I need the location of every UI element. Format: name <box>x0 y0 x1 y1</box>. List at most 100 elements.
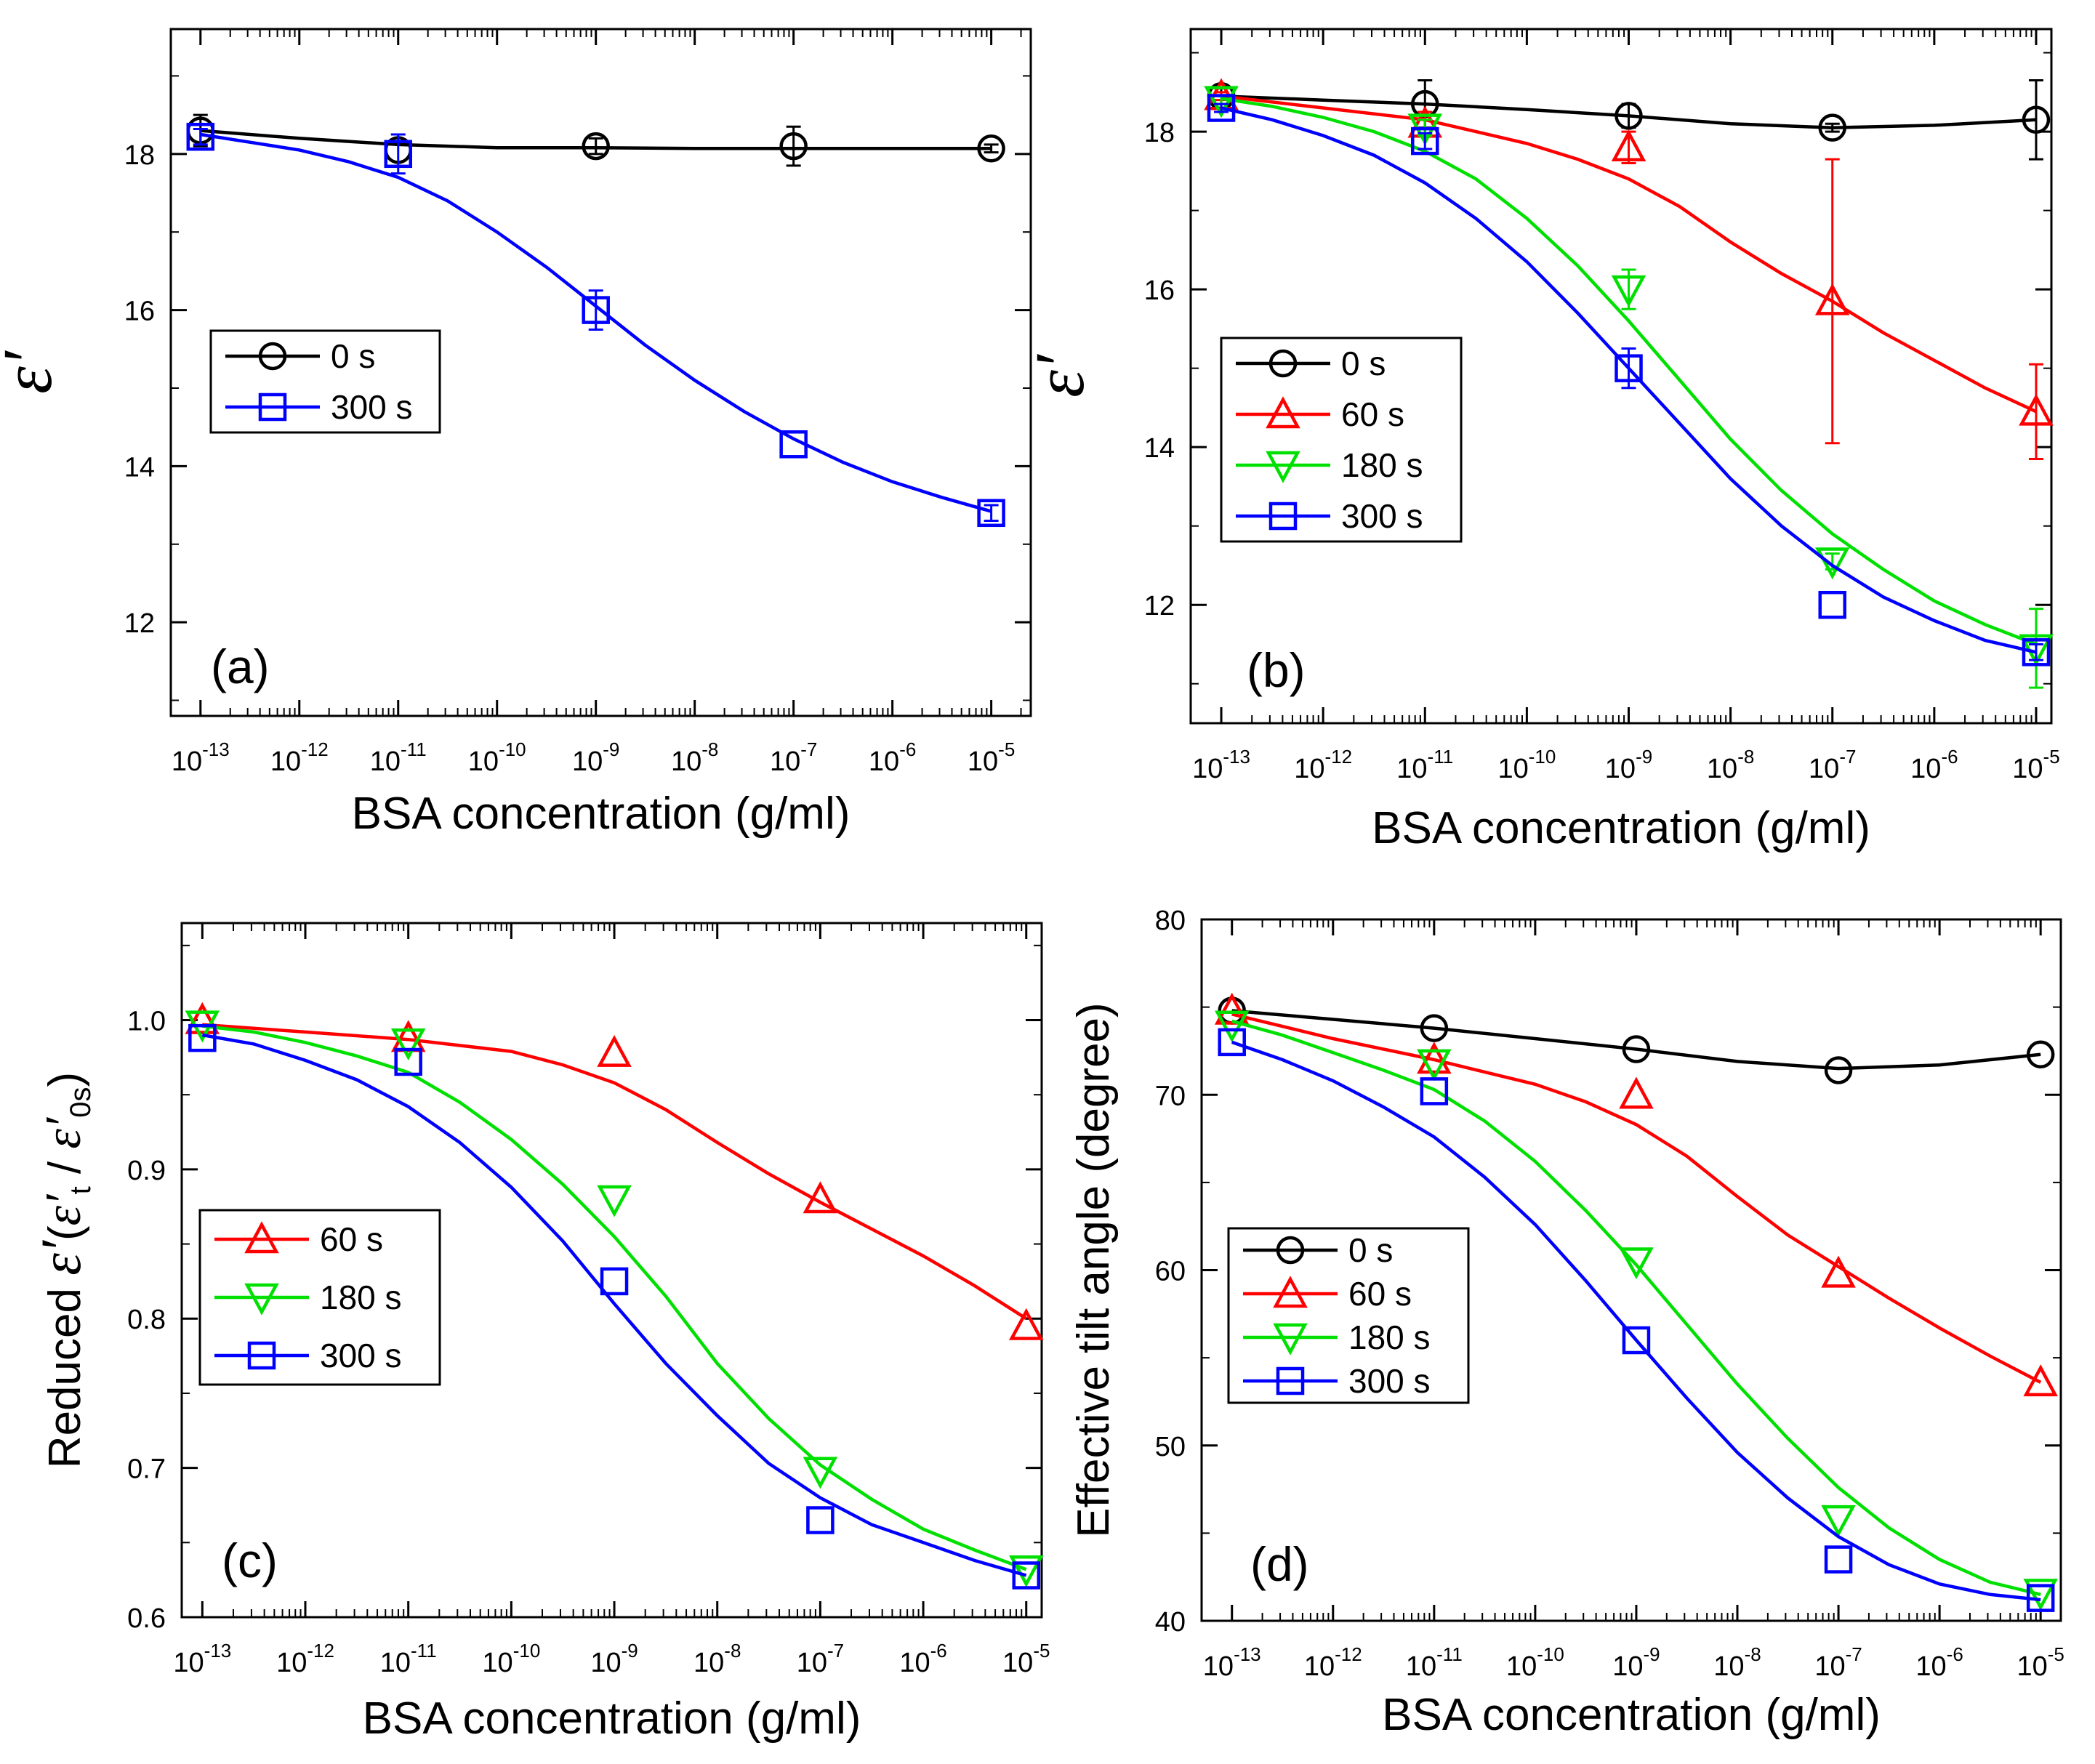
data-point <box>582 296 610 324</box>
x-tick-label: 10-13 <box>1192 746 1250 784</box>
data-point <box>1417 1042 1452 1074</box>
x-tick-label-exponent: -11 <box>401 738 427 760</box>
data-point <box>1008 1308 1044 1340</box>
y-title-subscript-t: t <box>65 1186 97 1194</box>
x-tick-label-base: 10 <box>1497 754 1528 784</box>
x-tick-label-exponent: -8 <box>1745 1643 1761 1665</box>
plot-frame <box>1189 28 2053 725</box>
x-axis-title: BSA concentration (g/ml) <box>1372 803 1870 853</box>
x-tick-label: 10-13 <box>173 1640 231 1678</box>
x-tick-label: 10-10 <box>468 738 526 777</box>
x-tick-label: 10-8 <box>693 1640 741 1678</box>
series-60-s <box>1214 992 2058 1397</box>
x-tick-label-exponent: -13 <box>204 1640 232 1662</box>
x-tick-label-exponent: -7 <box>1846 1643 1862 1665</box>
x-tick-label: 10-9 <box>572 738 619 777</box>
legend-marker <box>1273 1276 1308 1308</box>
x-tick-label-exponent: -12 <box>307 1640 334 1662</box>
data-point <box>2022 105 2051 134</box>
x-tick-label-base: 10 <box>1294 754 1324 784</box>
data-point <box>1611 275 1646 307</box>
x-tick-label-exponent: -12 <box>301 738 329 760</box>
x-tick-label: 10-10 <box>1506 1643 1564 1682</box>
y-tick-label: 14 <box>124 452 155 483</box>
x-tick-label-base: 10 <box>968 746 998 777</box>
data-point <box>2019 393 2054 426</box>
y-title-epsilon: ε′ <box>29 1239 92 1276</box>
data-point <box>2026 1584 2055 1612</box>
data-point <box>1204 86 1239 118</box>
data-point <box>1824 1056 1853 1084</box>
y-tick-label: 16 <box>124 297 155 327</box>
legend-marker <box>1273 1323 1308 1356</box>
legend-label: 60 s <box>1341 395 1404 433</box>
legend-label: 300 s <box>1341 497 1423 535</box>
y-title-paren: ) <box>40 1072 90 1087</box>
data-point <box>188 1023 217 1052</box>
data-point <box>1619 1076 1654 1109</box>
x-tick-label-base: 10 <box>1707 754 1737 784</box>
x-tick-label: 10-7 <box>770 738 817 777</box>
x-tick-label: 10-11 <box>370 738 427 777</box>
x-tick-label: 10-5 <box>2016 1643 2064 1682</box>
x-tick-label-exponent: -10 <box>513 1640 541 1662</box>
x-tick-label-exponent: -5 <box>998 738 1015 760</box>
y-title-subscript-0s: 0s <box>65 1087 97 1117</box>
fit-line <box>202 1024 1027 1571</box>
data-point <box>779 132 808 161</box>
data-point <box>597 1034 632 1067</box>
data-point <box>1012 1561 1040 1590</box>
x-tick-label: 10-10 <box>482 1640 540 1678</box>
x-tick-label-exponent: -11 <box>411 1640 437 1662</box>
legend-marker <box>1268 502 1298 531</box>
x-tick-label-base: 10 <box>1192 754 1223 784</box>
legend-label: 180 s <box>1341 446 1423 484</box>
data-point <box>1008 1555 1044 1588</box>
x-tick-label-base: 10 <box>380 1648 411 1678</box>
data-point <box>1821 1505 1856 1537</box>
y-title-text: Reduced <box>40 1276 90 1468</box>
x-tick-label: 10-5 <box>1002 1640 1050 1678</box>
x-tick-label-base: 10 <box>1406 1651 1436 1682</box>
x-tick-label-exponent: -7 <box>800 738 817 760</box>
legend-marker <box>1266 451 1300 483</box>
x-tick-label-exponent: -6 <box>1947 1643 1963 1665</box>
x-tick-label-exponent: -12 <box>1335 1643 1362 1665</box>
x-tick-label: 10-8 <box>1707 746 1754 784</box>
x-tick-label-base: 10 <box>1396 754 1427 784</box>
data-point <box>1611 129 1646 162</box>
data-point <box>1821 1255 1856 1288</box>
x-tick-label-base: 10 <box>1910 754 1941 784</box>
legend-marker <box>247 1341 276 1370</box>
x-tick-label-exponent: -13 <box>1223 746 1250 768</box>
y-tick-label: 18 <box>124 140 155 171</box>
legend-marker <box>244 1221 279 1254</box>
y-tick-label: 12 <box>1144 591 1175 621</box>
panel-label: (c) <box>222 1534 278 1587</box>
x-tick-label-base: 10 <box>797 1648 827 1678</box>
x-tick-label-base: 10 <box>1809 754 1839 784</box>
x-tick-label-base: 10 <box>270 746 301 777</box>
x-tick-label-base: 10 <box>468 746 499 777</box>
y-axis-title: Reduced ε′(ε′t / ε′0s) <box>29 1072 97 1468</box>
legend-marker <box>244 1283 279 1316</box>
fit-line <box>202 1023 1027 1321</box>
x-tick-label-base: 10 <box>590 1648 621 1678</box>
panel-label: (d) <box>1250 1537 1309 1591</box>
y-tick-label: 50 <box>1155 1432 1186 1462</box>
y-axis-title: Effective tilt angle (degree) <box>1069 1002 1119 1537</box>
plot-frame <box>169 28 1032 717</box>
x-tick-label-base: 10 <box>1304 1651 1335 1682</box>
data-point <box>597 1185 632 1217</box>
x-tick-label: 10-11 <box>380 1640 437 1678</box>
x-tick-label-exponent: -8 <box>724 1640 741 1662</box>
legend-box <box>1227 1227 1470 1404</box>
y-axis-title: ε′ <box>1021 353 1098 398</box>
x-tick-label-exponent: -9 <box>1636 746 1652 768</box>
data-point <box>977 499 1005 528</box>
x-tick-label: 10-6 <box>1915 1643 1963 1682</box>
legend-label: 0 s <box>1348 1231 1393 1269</box>
y-tick-label: 0.6 <box>127 1603 166 1634</box>
data-point <box>1622 1035 1651 1063</box>
fit-line <box>1231 1012 2042 1384</box>
